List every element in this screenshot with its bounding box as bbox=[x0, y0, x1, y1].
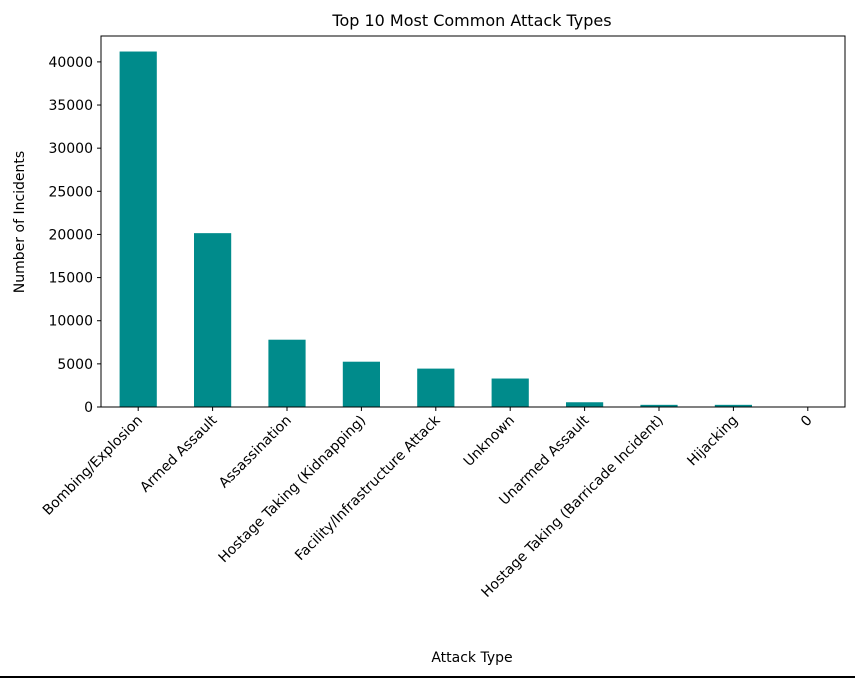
y-tick-label: 5000 bbox=[57, 357, 93, 373]
x-tick-label: Bombing/Explosion bbox=[40, 413, 146, 519]
y-tick-label: 25000 bbox=[48, 184, 93, 200]
y-axis-label: Number of Incidents bbox=[12, 151, 28, 293]
bar bbox=[268, 339, 306, 407]
y-tick-label: 20000 bbox=[48, 227, 93, 243]
chart-title: Top 10 Most Common Attack Types bbox=[331, 11, 611, 30]
bar bbox=[640, 404, 678, 407]
y-tick-label: 35000 bbox=[48, 98, 93, 114]
y-tick-label: 40000 bbox=[48, 55, 93, 71]
x-tick-label: 0 bbox=[798, 413, 816, 431]
y-ticks-group: 0 5000 10000 15000 20000 25000 30000 35000 40000 bbox=[48, 55, 101, 416]
y-tick-label: 15000 bbox=[48, 271, 93, 287]
x-tick-label: Hostage Taking (Kidnapping) bbox=[216, 413, 370, 567]
x-tick-label: Armed Assault bbox=[137, 412, 221, 496]
bars-group bbox=[119, 51, 752, 407]
x-tick-label: Unknown bbox=[461, 413, 518, 470]
x-tick-label: Assassination bbox=[216, 413, 295, 492]
bar bbox=[714, 404, 752, 407]
bar bbox=[491, 378, 529, 407]
page-bottom-border bbox=[0, 676, 855, 678]
bar bbox=[119, 51, 157, 407]
y-tick-label: 10000 bbox=[48, 314, 93, 330]
x-tick-label: Facility/Infrastructure Attack bbox=[292, 412, 444, 564]
plot-frame bbox=[100, 35, 846, 408]
bar bbox=[342, 361, 380, 407]
x-axis-label: Attack Type bbox=[431, 650, 512, 666]
bar bbox=[566, 402, 604, 407]
x-tick-label: Hijacking bbox=[684, 413, 741, 470]
y-tick-label: 0 bbox=[84, 400, 93, 416]
y-tick-label: 30000 bbox=[48, 141, 93, 157]
bar bbox=[417, 368, 455, 407]
bar bbox=[194, 233, 232, 407]
